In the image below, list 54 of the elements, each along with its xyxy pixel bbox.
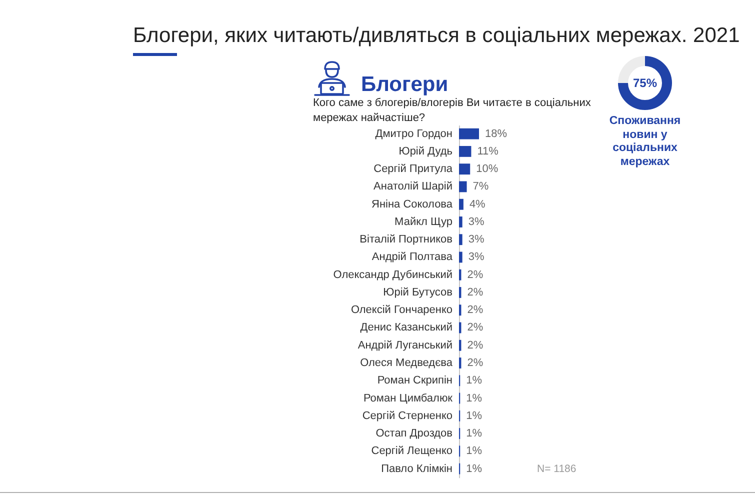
data-label: 2%	[467, 286, 484, 298]
data-label: 18%	[485, 128, 508, 140]
y-tick-label: Яніна Соколова	[372, 198, 454, 210]
data-label: 7%	[472, 180, 489, 193]
bar	[459, 181, 467, 192]
text: N= 1186	[537, 463, 576, 475]
chart-title: Блогери	[361, 73, 448, 97]
bar	[459, 164, 470, 175]
y-tick-label: Павло Клімкін	[381, 462, 452, 475]
bar	[459, 252, 462, 263]
y-tick-label: Юрій Дудь	[398, 145, 453, 158]
y-tick-label: Сергій Лещенко	[371, 445, 452, 458]
data-label: 2%	[467, 268, 484, 281]
data-label: 2%	[467, 322, 484, 334]
y-tick-label: Сергій Притула	[374, 163, 454, 176]
y-tick-label: Майкл Щур	[394, 216, 452, 228]
y-tick-label: Віталій Портников	[360, 234, 453, 246]
y-tick-label: Анатолій Шарій	[374, 180, 452, 193]
chart-subtitle: Кого саме з блогерів/влогерів Ви читаєте в соціальних мережах найчастіше?	[313, 96, 592, 126]
data-label: 10%	[476, 163, 498, 176]
data-label: 1%	[466, 462, 482, 475]
data-label: 2%	[467, 304, 484, 316]
data-label: 1%	[466, 428, 482, 440]
bar	[459, 234, 462, 246]
data-label: 1%	[466, 410, 482, 422]
bar	[459, 216, 462, 228]
y-tick-label: Андрій Луганський	[358, 339, 452, 352]
text: 75%	[632, 76, 658, 90]
data-label: 11%	[477, 145, 499, 158]
bar	[459, 128, 479, 140]
y-tick-label: Дмитро Гордон	[375, 128, 452, 140]
bar	[459, 198, 464, 210]
y-tick-label: Олеся Медведєва	[360, 357, 454, 369]
y-tick-label: Андрій Полтава	[372, 251, 454, 264]
y-tick-label: Сергій Стерненко	[362, 410, 452, 422]
data-label: 1%	[466, 374, 482, 387]
y-tick-label: Роман Цимбалюк	[363, 392, 453, 404]
data-label: 4%	[469, 198, 486, 210]
data-label: 2%	[467, 357, 484, 369]
data-label: 3%	[468, 216, 484, 228]
data-label: 1%	[466, 445, 482, 458]
y-tick-label: Денис Казанський	[360, 322, 452, 334]
y-tick-label: Олександр Дубинський	[333, 268, 452, 281]
data-label: 1%	[466, 392, 482, 404]
y-tick-label: Остап Дроздов	[376, 428, 453, 440]
data-label: 3%	[468, 251, 484, 264]
bar	[459, 146, 472, 157]
y-tick-label: Роман Скрипін	[377, 374, 452, 387]
y-tick-label: Олексій Гончаренко	[350, 304, 452, 316]
y-tick-label: Юрій Бутусов	[383, 286, 453, 298]
data-label: 3%	[468, 234, 484, 246]
data-label: 2%	[467, 339, 484, 352]
text: Споживання новин у соціальних мережах	[608, 115, 682, 169]
text: Блогери, яких читають/дивляться в соціальних мережах. 2021	[133, 24, 740, 48]
